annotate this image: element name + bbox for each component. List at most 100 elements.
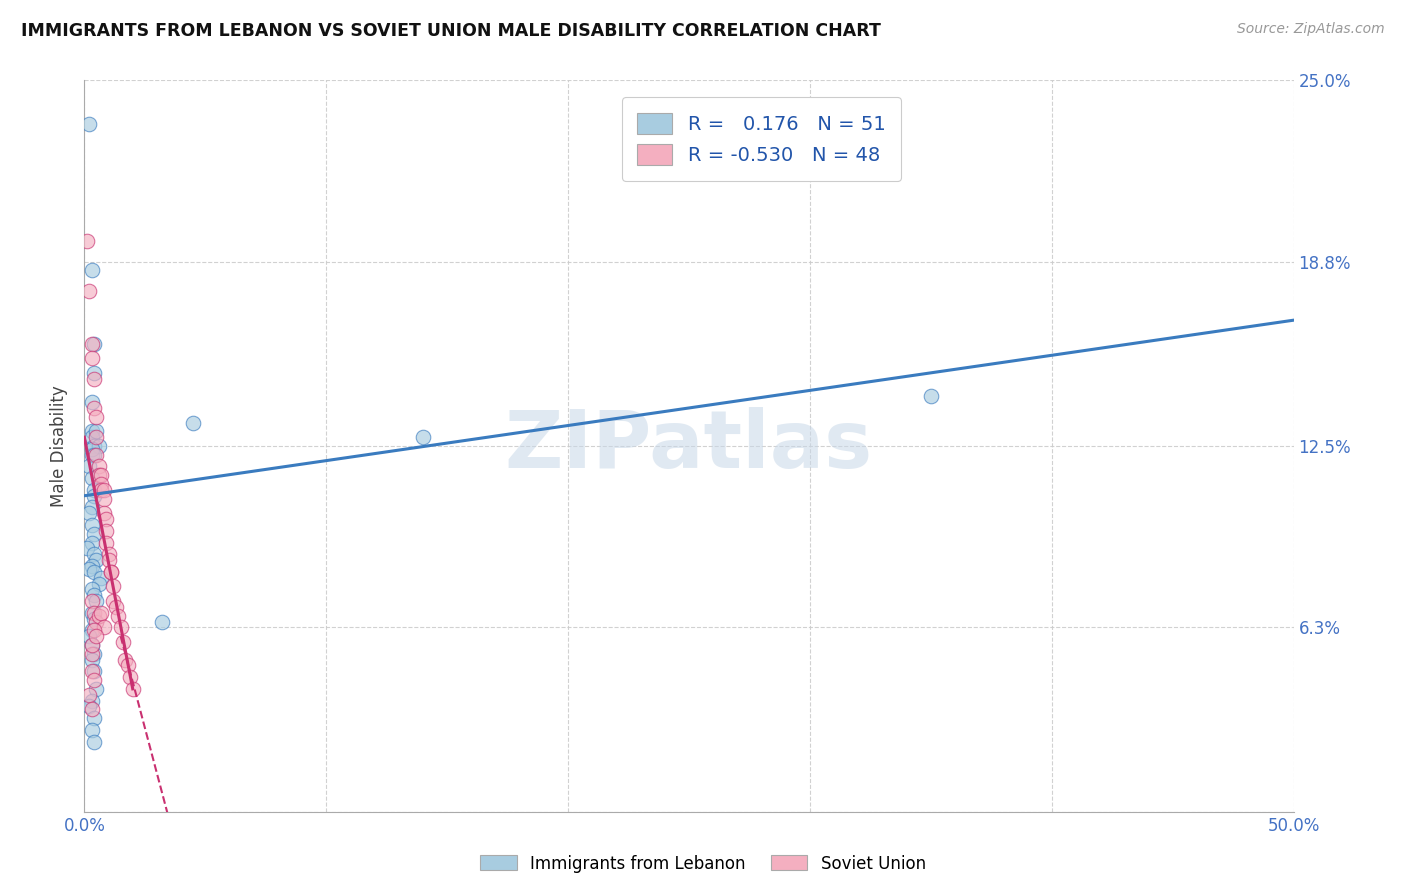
Point [80, 652, 103, 666]
Point [117, 658, 139, 673]
Point [76, 541, 98, 556]
Point [920, 389, 942, 403]
Point [80, 638, 103, 652]
Point [80, 647, 103, 661]
Point [93, 483, 115, 497]
Point [86, 681, 108, 696]
Point [77, 459, 100, 474]
Point [97, 553, 120, 567]
Point [80, 351, 103, 366]
Point [83, 647, 105, 661]
Point [83, 547, 105, 561]
Point [87, 459, 110, 474]
Point [83, 401, 105, 415]
Text: Source: ZipAtlas.com: Source: ZipAtlas.com [1237, 22, 1385, 37]
Point [83, 624, 105, 638]
Point [83, 673, 105, 687]
Point [83, 612, 105, 626]
Point [80, 665, 103, 679]
Point [83, 448, 105, 462]
Point [77, 117, 100, 131]
Point [83, 366, 105, 380]
Legend: R =   0.176   N = 51, R = -0.530   N = 48: R = 0.176 N = 51, R = -0.530 N = 48 [621, 97, 901, 180]
Point [100, 565, 122, 579]
Point [80, 638, 103, 652]
Y-axis label: Male Disability: Male Disability [51, 385, 69, 507]
Point [83, 439, 105, 453]
Point [83, 526, 105, 541]
Point [80, 582, 103, 597]
Point [76, 234, 98, 248]
Point [80, 624, 103, 638]
Point [93, 506, 115, 520]
Point [80, 425, 103, 439]
Point [181, 416, 204, 430]
Point [90, 606, 112, 620]
Point [86, 615, 108, 629]
Point [80, 442, 103, 456]
Point [110, 620, 132, 634]
Point [87, 468, 110, 483]
Point [80, 430, 103, 444]
Point [80, 558, 103, 573]
Point [83, 483, 105, 497]
Point [93, 620, 115, 634]
Point [112, 635, 135, 649]
Point [93, 491, 115, 506]
Point [80, 702, 103, 716]
Point [86, 425, 108, 439]
Point [80, 500, 103, 515]
Point [80, 336, 103, 351]
Point [83, 734, 105, 748]
Point [86, 448, 108, 462]
Point [77, 562, 100, 576]
Point [83, 588, 105, 602]
Point [86, 430, 108, 444]
Point [83, 489, 105, 503]
Point [103, 594, 125, 608]
Point [90, 483, 112, 497]
Point [86, 629, 108, 643]
Point [121, 681, 143, 696]
Point [90, 468, 112, 483]
Point [83, 372, 105, 386]
Point [83, 665, 105, 679]
Point [150, 615, 173, 629]
Point [107, 608, 129, 623]
Point [77, 629, 100, 643]
Point [83, 606, 105, 620]
Point [80, 471, 103, 485]
Point [86, 409, 108, 424]
Point [100, 565, 122, 579]
Point [86, 594, 108, 608]
Point [114, 652, 136, 666]
Point [120, 670, 142, 684]
Point [83, 565, 105, 579]
Text: IMMIGRANTS FROM LEBANON VS SOVIET UNION MALE DISABILITY CORRELATION CHART: IMMIGRANTS FROM LEBANON VS SOVIET UNION … [21, 22, 882, 40]
Point [77, 284, 100, 298]
Point [80, 448, 103, 462]
Point [80, 263, 103, 277]
Point [103, 579, 125, 593]
Point [412, 430, 434, 444]
Point [90, 477, 112, 491]
Legend: Immigrants from Lebanon, Soviet Union: Immigrants from Lebanon, Soviet Union [474, 848, 932, 880]
Point [87, 608, 110, 623]
Point [87, 439, 110, 453]
Point [77, 688, 100, 702]
Point [80, 723, 103, 737]
Point [77, 506, 100, 520]
Point [97, 547, 120, 561]
Point [83, 711, 105, 725]
Point [94, 524, 117, 538]
Point [86, 553, 108, 567]
Point [80, 693, 103, 707]
Point [80, 518, 103, 533]
Point [90, 571, 112, 585]
Point [77, 699, 100, 714]
Point [94, 512, 117, 526]
Point [80, 606, 103, 620]
Point [87, 576, 110, 591]
Point [94, 535, 117, 549]
Point [80, 535, 103, 549]
